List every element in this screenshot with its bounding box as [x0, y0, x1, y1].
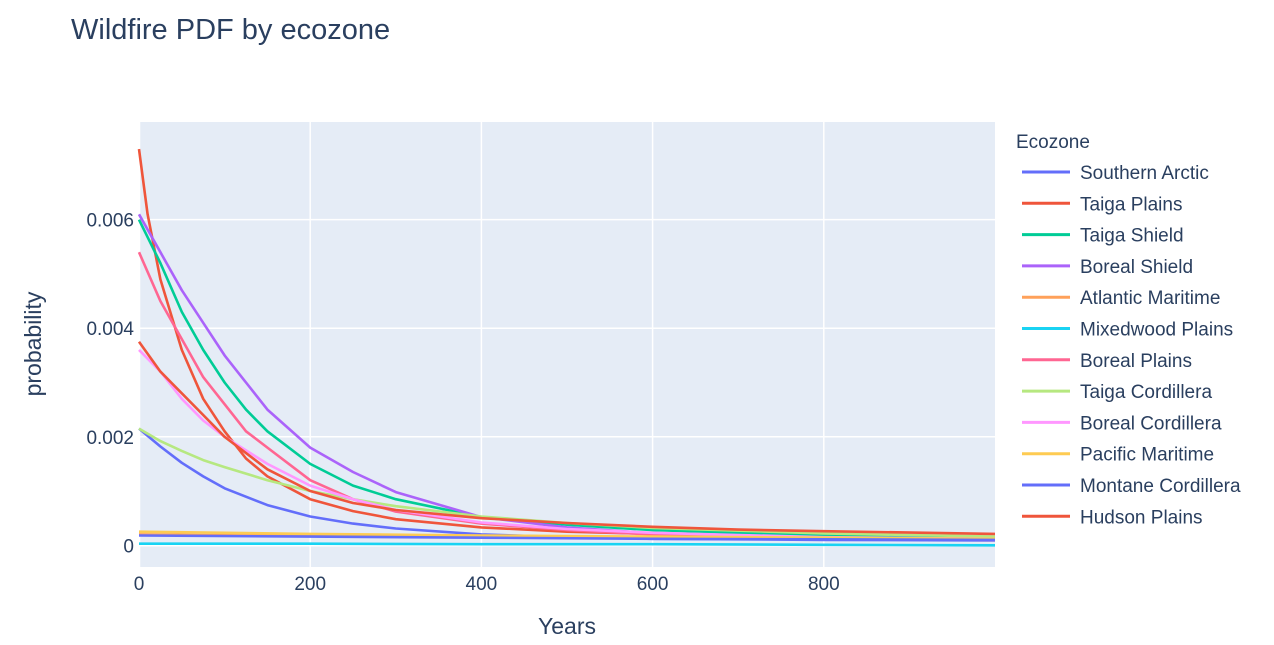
- legend-item-hudson-plains[interactable]: Hudson Plains: [1022, 507, 1203, 528]
- legend-label: Montane Cordillera: [1080, 476, 1241, 497]
- legend-label: Boreal Shield: [1080, 257, 1193, 278]
- x-tick-label: 400: [466, 574, 498, 595]
- legend-item-mixedwood-plains[interactable]: Mixedwood Plains: [1022, 320, 1233, 341]
- series-line-pacific-maritime: [138, 530, 996, 541]
- x-tick-label: 800: [808, 574, 840, 595]
- series-line-mixedwood-plains: [139, 542, 996, 547]
- series-line-hudson-plains: [137, 341, 996, 536]
- legend-item-boreal-plains[interactable]: Boreal Plains: [1022, 351, 1192, 372]
- y-axis-title: probability: [20, 291, 46, 396]
- series-lines: [137, 148, 996, 547]
- y-tick-label: 0.006: [86, 211, 134, 232]
- legend-title: Ecozone: [1016, 132, 1090, 153]
- series-line-boreal-cordillera: [138, 348, 996, 541]
- chart-title: Wildfire PDF by ecozone: [71, 14, 390, 46]
- x-tick-labels: 0 200 400 600 800: [134, 574, 840, 595]
- legend-item-taiga-cordillera[interactable]: Taiga Cordillera: [1022, 382, 1212, 403]
- legend-item-boreal-cordillera[interactable]: Boreal Cordillera: [1022, 413, 1222, 434]
- y-tick-label: 0.004: [86, 319, 134, 340]
- x-tick-label: 600: [637, 574, 669, 595]
- x-tick-label: 0: [134, 574, 145, 595]
- legend-item-southern-arctic[interactable]: Southern Arctic: [1022, 163, 1209, 184]
- legend-label: Boreal Cordillera: [1080, 413, 1222, 434]
- series-line-taiga-shield: [137, 219, 996, 539]
- legend-item-taiga-plains[interactable]: Taiga Plains: [1022, 194, 1182, 215]
- legend-label: Taiga Cordillera: [1080, 382, 1212, 403]
- x-axis-title: Years: [538, 613, 596, 639]
- legend-item-montane-cordillera[interactable]: Montane Cordillera: [1022, 476, 1241, 497]
- legend-label: Mixedwood Plains: [1080, 320, 1233, 341]
- x-tick-label: 200: [294, 574, 326, 595]
- y-tick-label: 0: [123, 536, 134, 557]
- y-tick-labels: 0 0.002 0.004 0.006: [86, 211, 134, 558]
- y-tick-label: 0.002: [86, 428, 134, 449]
- legend-label: Boreal Plains: [1080, 351, 1192, 372]
- legend: Ecozone Southern Arctic Taiga Plains Taiga…: [1016, 132, 1241, 528]
- legend-label: Taiga Shield: [1080, 226, 1184, 247]
- series-line-boreal-plains: [137, 251, 996, 542]
- legend-item-atlantic-maritime[interactable]: Atlantic Maritime: [1022, 288, 1220, 309]
- legend-item-boreal-shield[interactable]: Boreal Shield: [1022, 257, 1193, 278]
- plot-area: [139, 122, 995, 567]
- legend-label: Southern Arctic: [1080, 163, 1209, 184]
- legend-label: Taiga Plains: [1080, 194, 1182, 215]
- legend-item-pacific-maritime[interactable]: Pacific Maritime: [1022, 445, 1214, 466]
- legend-label: Atlantic Maritime: [1080, 288, 1220, 309]
- series-line-montane-cordillera: [138, 534, 996, 542]
- legend-item-taiga-shield[interactable]: Taiga Shield: [1022, 226, 1184, 247]
- legend-label: Hudson Plains: [1080, 507, 1203, 528]
- legend-label: Pacific Maritime: [1080, 445, 1214, 466]
